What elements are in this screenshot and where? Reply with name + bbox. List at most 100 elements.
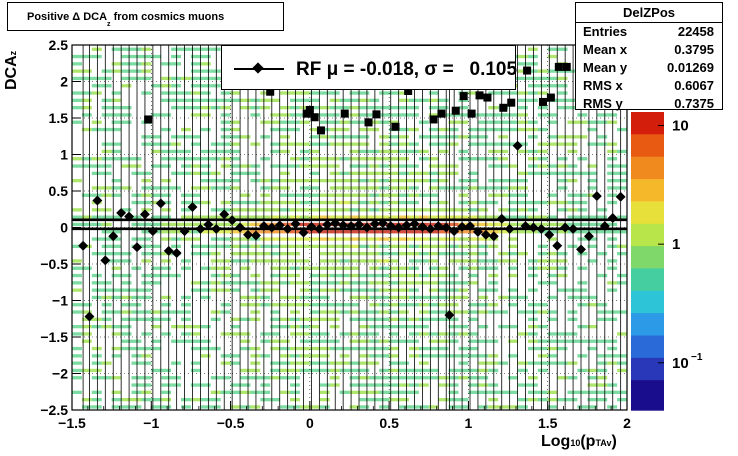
heatmap-cell [111,47,122,51]
heatmap-cell [369,288,380,292]
heatmap-cell [349,332,360,336]
heatmap-cell [299,215,310,219]
heatmap-cell [270,200,281,205]
heatmap-cell [478,361,489,365]
heatmap-cell [270,339,281,343]
heatmap-cell [181,237,191,241]
heatmap-cell [587,405,598,409]
heatmap-cell [359,325,370,329]
heatmap-cell [428,273,439,278]
heatmap-cell [409,179,419,183]
heatmap-cell [200,383,211,387]
heatmap-cell [141,171,152,175]
heatmap-cell [81,106,92,110]
heatmap-cell [518,179,528,183]
heatmap-cell [181,157,191,161]
heatmap-cell [389,142,399,146]
heatmap-cell [230,98,241,102]
heatmap-cell [240,346,251,351]
heatmap-cell [399,193,409,197]
heatmap-cell [101,252,112,256]
heatmap-cell [448,208,459,212]
heatmap-cell [91,295,102,300]
heatmap-cell [508,339,518,343]
heatmap-cell [101,208,112,212]
heatmap-cell [537,171,548,175]
heatmap-cell [498,113,509,117]
heatmap-cell [458,120,469,124]
heatmap-cell [587,171,598,175]
heatmap-cell [537,252,548,256]
heatmap-cell [458,295,469,300]
heatmap-cell [240,135,251,139]
heatmap-cell [329,200,340,205]
heatmap-cell [270,237,281,241]
heatmap-cell [230,230,241,234]
heatmap-cell [161,252,172,256]
heatmap-cell [339,281,350,285]
heatmap-cell [260,135,271,139]
heatmap-cell [101,186,112,190]
heatmap-cell [329,186,340,190]
heatmap-cell [587,303,598,307]
heatmap-cell [250,368,261,373]
heatmap-cell [458,288,469,292]
heatmap-cell [91,54,102,59]
heatmap-cell [181,295,191,300]
heatmap-cell [151,281,162,285]
heatmap-cell [577,303,588,307]
heatmap-cell [339,186,350,190]
heatmap-cell [111,69,122,73]
heatmap-cell [91,281,102,285]
heatmap-cell [389,237,399,241]
heatmap-cell [369,98,380,102]
heatmap-cell [210,149,221,154]
heatmap-cell [111,332,122,336]
heatmap-cell [617,171,627,175]
heatmap-cell [617,252,627,256]
heatmap-cell [91,222,102,227]
heatmap-cell [428,215,439,219]
x-axis-ticks: −1.5 −1 −0.5 0 0.5 1 1.5 2 [58,401,631,431]
heatmap-cell [418,310,429,314]
data-point-diamond [449,226,460,237]
heatmap-cell [369,208,380,212]
heatmap-cell [567,171,578,175]
heatmap-cell [329,266,340,270]
heatmap-cell [567,222,578,227]
heatmap-cell [101,281,112,285]
heatmap-cell [448,120,459,124]
heatmap-cell [270,288,281,292]
data-point-square [546,93,555,102]
heatmap-cell [141,186,152,190]
heatmap-cell [200,288,211,292]
heatmap-cell [220,98,231,102]
heatmap-cell [448,113,459,117]
heatmap-cell [508,405,518,409]
heatmap-cell [359,120,370,124]
heatmap-cell [389,325,399,329]
heatmap-cell [280,325,290,329]
heatmap-cell [161,164,172,168]
heatmap-cell [171,361,181,365]
heatmap-cell [260,230,271,234]
heatmap-cell [409,383,419,387]
heatmap-cell [607,164,618,168]
data-point-square [340,109,349,118]
heatmap-cell [409,200,419,205]
heatmap-cell [81,398,92,402]
heatmap-cell [508,295,518,300]
heatmap-cell [260,244,271,248]
heatmap-cell [220,222,231,227]
heatmap-cell [547,120,558,124]
data-point-diamond [235,222,246,233]
heatmap-cell [389,91,399,95]
data-point-diamond [488,231,499,242]
heatmap-cell [329,142,340,146]
heatmap-cell [537,200,548,205]
heatmap-cell [458,149,469,154]
heatmap-cell [329,376,340,380]
x-tick-label: −1 [143,415,159,431]
heatmap-cell [458,252,469,256]
heatmap-cell [190,186,201,190]
